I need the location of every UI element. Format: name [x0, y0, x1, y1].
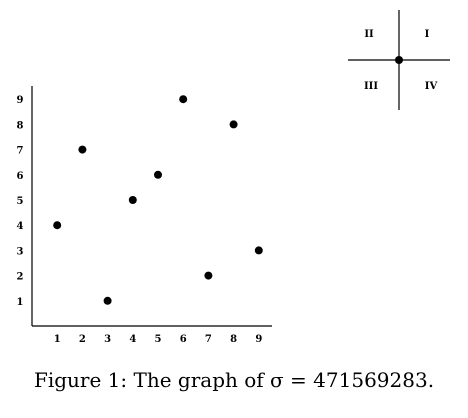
x-tick-label: 3 [104, 334, 111, 345]
x-tick-labels: 1 2 3 4 5 6 7 8 9 [54, 334, 263, 345]
y-tick-label: 1 [17, 297, 24, 308]
data-point [154, 170, 162, 179]
x-tick-label: 8 [230, 334, 237, 345]
y-tick-label: 7 [17, 146, 24, 157]
quadrant-label-ii: II [364, 29, 374, 40]
data-point [78, 145, 87, 154]
quadrant-label-iii: III [364, 81, 378, 92]
data-point [254, 246, 263, 255]
x-tick-label: 5 [155, 334, 162, 345]
x-tick-label: 4 [129, 334, 136, 345]
quadrant-label-i: I [425, 29, 430, 40]
quadrant-legend: II I III IV [348, 10, 450, 110]
y-tick-label: 6 [17, 171, 24, 182]
x-tick-label: 6 [180, 334, 187, 345]
y-tick-label: 2 [17, 272, 24, 283]
caption-label: Figure 1: [33, 368, 128, 392]
data-points [53, 95, 263, 305]
x-tick-label: 9 [255, 334, 262, 345]
quadrant-label-iv: IV [425, 81, 438, 92]
quadrant-origin-dot [395, 56, 403, 64]
figure-canvas: 1 2 3 4 5 6 7 8 9 1 2 3 4 5 6 7 8 9 II I III IV [17, 10, 450, 345]
scatter-plot: 1 2 3 4 5 6 7 8 9 1 2 3 4 5 6 7 8 9 [17, 86, 272, 345]
data-point [128, 196, 137, 204]
x-tick-label: 7 [205, 334, 212, 345]
y-tick-label: 9 [17, 95, 24, 106]
x-tick-label: 1 [54, 334, 61, 345]
data-point [103, 296, 112, 305]
y-tick-label: 3 [17, 246, 24, 257]
y-tick-label: 8 [17, 120, 24, 131]
y-tick-labels: 1 2 3 4 5 6 7 8 9 [17, 95, 24, 308]
x-tick-label: 2 [79, 334, 86, 345]
data-point [229, 120, 238, 129]
data-point [179, 95, 188, 104]
data-point [204, 271, 213, 280]
caption-text: The graph of σ = 471569283. [133, 368, 435, 392]
y-tick-label: 4 [17, 221, 24, 232]
figure-caption: Figure 1: The graph of σ = 471569283. [0, 368, 468, 392]
data-point [53, 221, 62, 230]
y-tick-label: 5 [17, 196, 24, 207]
